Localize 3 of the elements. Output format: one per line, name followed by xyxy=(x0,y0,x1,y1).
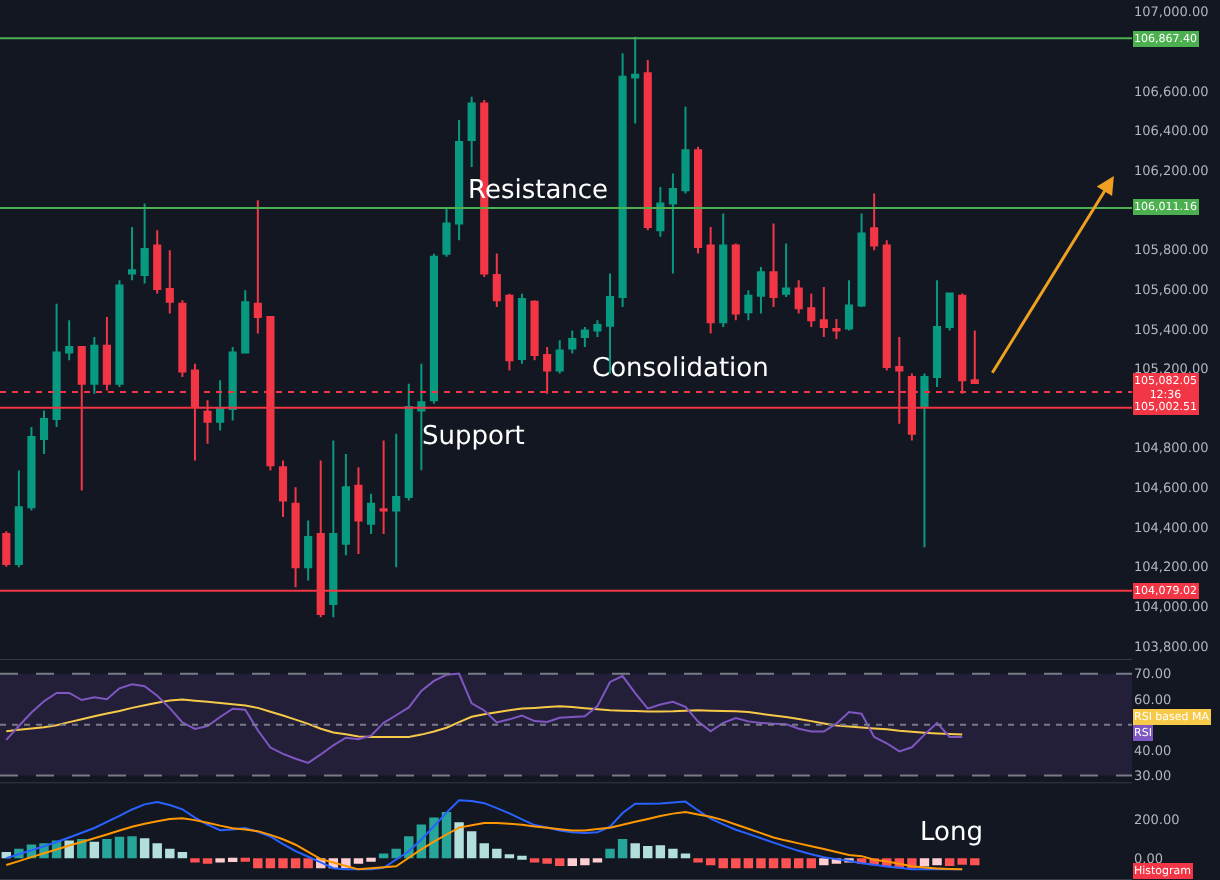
annotation: Support xyxy=(422,422,525,452)
annotation: Consolidation xyxy=(592,354,769,384)
annotation: Long xyxy=(920,818,983,848)
